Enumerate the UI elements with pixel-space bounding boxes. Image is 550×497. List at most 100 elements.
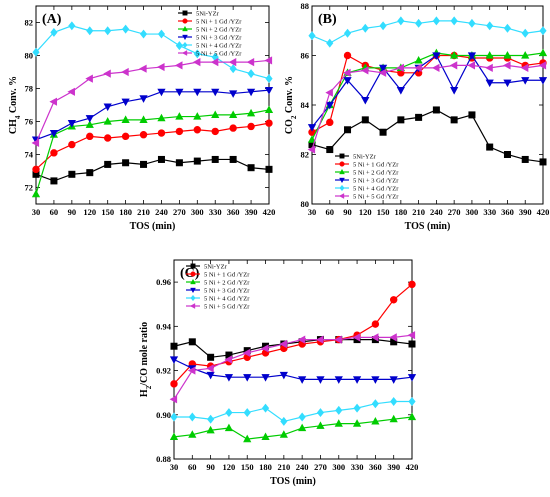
chart-3-y-axis-title: H2/CO mole ratio xyxy=(139,322,153,397)
chart-1-data-point xyxy=(265,165,273,173)
chart-3-x-tick-label: 180 xyxy=(259,462,272,472)
chart-1-data-point xyxy=(157,113,166,122)
chart-3-x-tick-label: 390 xyxy=(387,462,400,472)
chart-2-data-point xyxy=(415,18,423,28)
chart-3-data-point xyxy=(298,423,307,432)
chart-1-data-point xyxy=(211,88,220,97)
chart-3-x-tick-label: 60 xyxy=(188,462,197,472)
chart-2-data-point xyxy=(450,51,459,59)
chart-1-data-point xyxy=(49,97,58,106)
chart-3-legend-marker xyxy=(190,294,196,302)
chart-1-x-tick-label: 60 xyxy=(50,207,59,217)
chart-1-data-point xyxy=(67,120,76,128)
chart-3-data-point xyxy=(371,320,380,328)
chart-1-data-point xyxy=(121,132,130,141)
chart-2-legend-marker xyxy=(338,193,345,199)
chart-1-data-point xyxy=(68,170,76,178)
chart-1-data-point xyxy=(211,155,219,163)
chart-2-x-tick-label: 300 xyxy=(466,207,479,217)
chart-3-data-point xyxy=(188,412,196,422)
chart-1-data-point xyxy=(175,127,184,136)
chart-1-data-point xyxy=(229,155,237,163)
chart-3-y-tick-label: 0.96 xyxy=(156,277,171,287)
chart-1-series-line xyxy=(35,25,270,80)
chart-2-x-tick-label: 120 xyxy=(359,207,372,217)
chart-1-data-point xyxy=(264,56,273,65)
chart-3: 30 60 90 120 150 180 210 240 270 300 330 360 390 420 0… xyxy=(139,259,418,487)
chart-3-x-tick-label: 300 xyxy=(332,462,345,472)
chart-2-data-point xyxy=(325,101,334,110)
chart-1-x-tick-label: 330 xyxy=(209,207,222,217)
chart-3-series-3 xyxy=(169,412,417,443)
chart-1-legend-label: 5Ni-YZr xyxy=(196,10,220,17)
chart-2-legend-marker xyxy=(339,177,345,184)
chart-3-data-point xyxy=(408,280,416,289)
chart-3-data-point xyxy=(408,340,416,348)
chart-1-data-point xyxy=(246,88,256,97)
chart-2-series-1 xyxy=(308,106,547,166)
chart-2-data-point xyxy=(521,51,530,59)
chart-1-data-point xyxy=(121,115,130,123)
chart-1-data-point xyxy=(50,177,58,185)
chart-3-data-point xyxy=(225,408,233,418)
chart-1-data-point xyxy=(157,129,166,137)
chart-1-legend-label: 5 Ni + 4 Gd /YZr xyxy=(196,42,242,49)
chart-3-data-point xyxy=(353,403,361,413)
chart-2-legend-label: 5 Ni + 4 Gd /YZr xyxy=(353,185,399,192)
chart-1-x-tick-label: 270 xyxy=(173,207,186,217)
chart-2-data-point xyxy=(432,52,441,60)
chart-3-data-point xyxy=(170,380,178,388)
chart-1-data-point xyxy=(265,74,273,84)
chart-1-data-point xyxy=(140,160,148,168)
chart-3-data-point xyxy=(243,408,251,418)
chart-1-legend-marker xyxy=(182,18,188,24)
chart-3-y-tick-label: 0.88 xyxy=(156,454,171,464)
chart-2-data-point xyxy=(397,116,405,124)
chart-1-data-point xyxy=(139,95,148,103)
chart-2-data-point xyxy=(344,126,352,134)
chart-1-data-point xyxy=(85,115,94,123)
chart-2-data-point xyxy=(326,38,334,48)
chart-3-x-tick-label: 330 xyxy=(351,462,364,472)
chart-1-data-point xyxy=(246,57,255,67)
chart-3-x-tick-label: 90 xyxy=(206,462,215,472)
chart-2-series-line xyxy=(311,54,543,128)
chart-2-y-tick-label: 88 xyxy=(301,1,310,11)
chart-1-x-tick-label: 150 xyxy=(101,207,114,217)
chart-2-data-point xyxy=(486,21,494,31)
chart-3-x-tick-label: 270 xyxy=(314,462,327,472)
chart-1-data-point xyxy=(192,57,201,67)
chart-1-series-3 xyxy=(31,105,274,198)
chart-2-data-point xyxy=(307,145,316,154)
chart-3-data-point xyxy=(188,338,196,346)
chart-2-y-tick-label: 86 xyxy=(301,51,310,61)
chart-2-data-point xyxy=(343,51,352,60)
chart-3-data-point xyxy=(371,416,380,425)
chart-2-data-point xyxy=(343,68,351,77)
chart-2-data-point xyxy=(396,63,404,72)
chart-2-series-2 xyxy=(308,51,547,136)
chart-1-data-point xyxy=(68,140,76,149)
chart-1-data-point xyxy=(175,88,184,97)
chart-1-data-point xyxy=(175,112,184,120)
chart-2-data-point xyxy=(521,28,529,38)
chart-1-panel-label: (A) xyxy=(42,12,62,27)
chart-2-legend-marker xyxy=(339,153,345,159)
chart-2-data-point xyxy=(468,111,476,119)
chart-1-data-point xyxy=(139,115,148,123)
chart-1-y-tick-label: 78 xyxy=(25,84,34,94)
chart-2-data-point xyxy=(520,63,529,72)
chart-3-legend-label: 5 Ni + 4 Gd /YZr xyxy=(204,295,250,302)
chart-3-data-point xyxy=(334,335,342,344)
chart-3-data-point xyxy=(224,423,234,432)
chart-2-x-tick-label: 150 xyxy=(377,207,390,217)
chart-2-data-point xyxy=(361,116,369,124)
chart-1-data-point xyxy=(139,29,148,39)
chart-3-legend-label: 5Ni-YZr xyxy=(204,263,228,270)
chart-2-data-point xyxy=(360,66,369,75)
chart-3-data-point xyxy=(316,376,325,384)
chart-2-data-point xyxy=(485,51,494,59)
chart-1-series-1 xyxy=(32,155,273,185)
chart-3-data-point xyxy=(187,366,196,375)
